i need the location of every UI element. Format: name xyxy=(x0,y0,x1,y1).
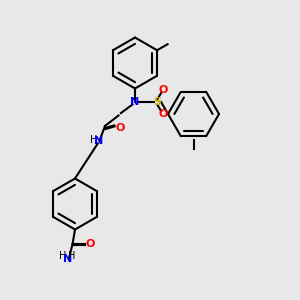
Text: O: O xyxy=(86,239,95,249)
Text: H: H xyxy=(68,251,76,261)
Text: N: N xyxy=(63,254,72,264)
Text: O: O xyxy=(159,85,168,95)
Text: N: N xyxy=(94,136,103,146)
Text: O: O xyxy=(115,123,125,134)
Text: O: O xyxy=(159,109,168,119)
Text: S: S xyxy=(154,97,161,107)
Text: H: H xyxy=(90,135,97,145)
Text: H: H xyxy=(59,251,66,261)
Text: N: N xyxy=(130,97,140,107)
